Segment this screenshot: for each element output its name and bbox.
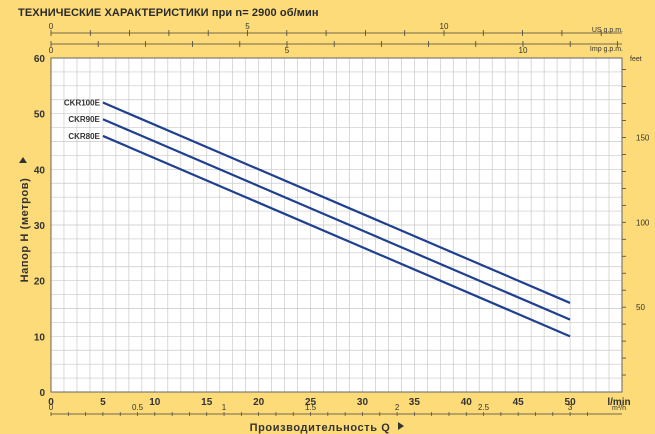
us-gpm-tick-label: 5 [245,22,250,31]
imp-gpm-tick-label: 0 [49,46,54,55]
y-tick-label: 30 [34,221,46,232]
m3h-tick-label: 0.5 [132,403,144,412]
us-gpm-tick-label: 10 [440,22,449,31]
series-line [102,118,571,321]
x-axis-title: Производительность Q [250,422,391,434]
x-tick-label: 5 [100,397,106,408]
grid [50,57,623,393]
series-label: CKR100E [64,99,101,108]
y-axis-title: Напор H (метров) [19,178,31,283]
m3h-unit-label: m³/h [612,405,626,412]
feet-tick-label: 50 [636,303,645,312]
x-tick-label: 10 [149,397,161,408]
imp-gpm-tick-label: 10 [519,46,528,55]
x-unit-label: l/min [607,397,630,408]
series-lines [102,101,571,338]
axis-titles: Производительность Q Напор H (метров) [19,157,404,434]
chart-title: ТЕХНИЧЕСКИЕ ХАРАКТЕРИСТИКИ при n= 2900 о… [18,7,319,19]
m3h-tick-label: 2.5 [478,403,490,412]
series-labels: CKR100E CKR90E CKR80E [64,99,101,141]
y-tick-label: 0 [39,388,45,399]
x-tick-label: 40 [461,397,473,408]
x-tick-label: 0 [48,397,54,408]
series-line [102,134,571,338]
y-tick-label: 10 [34,332,46,343]
x-tick-label: 25 [305,397,317,408]
m3h-tick-label: 1 [222,403,227,412]
m3h-tick-label: 0 [49,403,54,412]
x-tick-label: 15 [201,397,213,408]
x-tick-label: 30 [357,397,369,408]
y-tick-label: 50 [34,110,46,121]
x-tick-label: 20 [253,397,265,408]
m3h-tick-label: 2 [395,403,400,412]
plot-frame [50,57,623,393]
m3h-tick-label: 1.5 [305,403,317,412]
us-gpm-tick-label: 0 [49,22,54,31]
imp-gpm-axis-label: Imp g.p.m. [590,46,623,53]
y-axis-arrow-icon [19,157,27,163]
series-label: CKR90E [68,115,100,124]
feet-tick-label: 150 [636,133,650,142]
x-tick-label: 50 [565,397,577,408]
y-tick-label: 40 [34,165,46,176]
feet-tick-label: 100 [636,218,650,227]
y-tick-label: 60 [34,54,46,65]
x-tick-label: 45 [513,397,525,408]
us-gpm-axis-label: US g.p.m. [592,27,623,34]
feet-axis-label: feet [630,56,642,63]
imp-gpm-tick-label: 5 [285,46,290,55]
x-axis-arrow-icon [398,422,404,430]
series-label: CKR80E [68,132,100,141]
axes [50,30,626,416]
m3h-tick-label: 3 [568,403,573,412]
series-line [102,101,571,304]
y-tick-label: 20 [34,277,46,288]
x-tick-label: 35 [409,397,421,408]
